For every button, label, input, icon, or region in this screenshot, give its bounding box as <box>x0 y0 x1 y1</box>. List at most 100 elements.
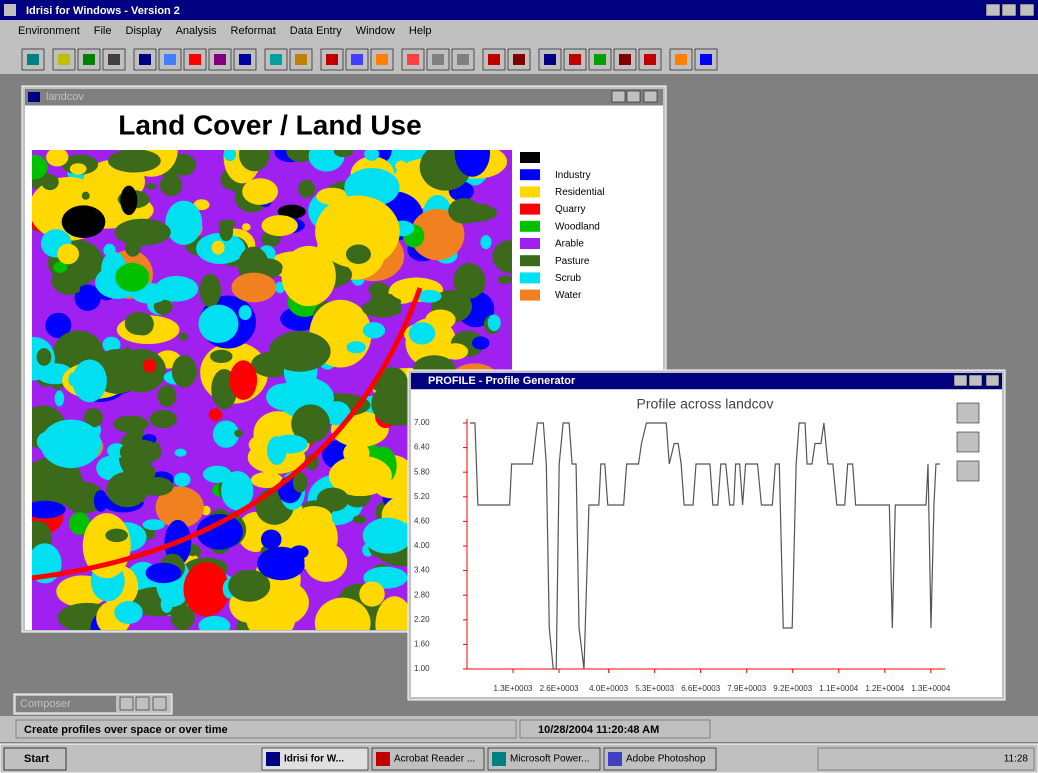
map-window-title-bar <box>25 89 663 105</box>
screen: Idrisi for Windows - Version 2 Environme… <box>0 0 1038 773</box>
map-patch <box>40 419 101 468</box>
toolbar-icon <box>544 54 556 65</box>
menu-item[interactable]: Analysis <box>176 25 217 37</box>
toolbar-icon <box>513 54 525 65</box>
menu-item[interactable]: Display <box>126 25 163 37</box>
maximize-button[interactable] <box>627 91 640 102</box>
help-button[interactable] <box>957 461 979 481</box>
task-buttons: Idrisi for W... Acrobat Reader ... Microso… <box>262 748 716 770</box>
minimize-button[interactable] <box>986 4 1000 16</box>
composer-title: Composer <box>20 698 71 710</box>
map-patch <box>295 506 332 529</box>
map-patch <box>146 183 157 189</box>
toolbar-icon <box>457 54 469 65</box>
map-patch <box>94 490 108 512</box>
x-tick-label: 2.6E+0003 <box>540 684 579 693</box>
task-icon <box>608 752 622 766</box>
maximize-button[interactable] <box>136 697 149 710</box>
task-icon <box>266 752 280 766</box>
y-tick-label: 5.80 <box>414 467 430 476</box>
y-tick-label: 2.80 <box>414 590 430 599</box>
map-patch <box>269 331 331 372</box>
app-icon <box>4 4 16 16</box>
close-button[interactable] <box>644 91 657 102</box>
menu-item[interactable]: Environment <box>18 25 80 37</box>
map-patch <box>72 360 106 403</box>
legend-swatch <box>520 186 540 197</box>
map-patch <box>212 241 225 255</box>
map-patch <box>353 515 367 524</box>
task-label: Adobe Photoshop <box>626 754 706 765</box>
menu-item[interactable]: Reformat <box>231 25 276 37</box>
map-patch <box>242 178 278 205</box>
map-patch <box>472 336 490 349</box>
minimize-button[interactable] <box>954 375 967 386</box>
chart-title: Profile across landcov <box>637 396 774 412</box>
map-patch <box>115 263 149 292</box>
map-patch <box>132 313 154 336</box>
start-label: Start <box>24 753 49 765</box>
restore-button[interactable] <box>120 697 133 710</box>
app-title: Idrisi for Windows - Version 2 <box>26 5 180 17</box>
x-tick-label: 9.2E+0003 <box>773 684 812 693</box>
toolbar-icon <box>139 54 151 65</box>
task-label: Microsoft Power... <box>510 754 589 765</box>
map-patch <box>57 244 79 265</box>
map-patch <box>363 518 412 554</box>
toolbar-icon <box>108 54 120 65</box>
legend-label: Water <box>555 290 582 301</box>
maximize-button[interactable] <box>1002 4 1016 16</box>
profile-window-title: PROFILE - Profile Generator <box>428 375 576 387</box>
close-button[interactable] <box>153 697 166 710</box>
map-patch <box>172 355 197 387</box>
x-tick-label: 5.3E+0003 <box>635 684 674 693</box>
map-patch <box>108 149 161 172</box>
menu-item[interactable]: Window <box>356 25 395 37</box>
y-tick-label: 3.40 <box>414 566 430 575</box>
map-patch <box>363 322 385 338</box>
close-button[interactable] <box>1020 4 1034 16</box>
print-button[interactable] <box>957 403 979 423</box>
map-patch <box>239 305 252 320</box>
map-patch <box>282 246 336 306</box>
system-tray <box>818 748 1034 770</box>
map-patch <box>158 385 177 407</box>
toolbar-icon <box>239 54 251 65</box>
y-tick-label: 4.60 <box>414 517 430 526</box>
map-patch <box>123 347 131 356</box>
task-label: Idrisi for W... <box>284 754 344 765</box>
status-message: Create profiles over space or over time <box>24 724 228 736</box>
map-patch <box>443 343 468 359</box>
menu-item[interactable]: Help <box>409 25 432 37</box>
menu-item[interactable]: File <box>94 25 112 37</box>
map-patch <box>219 221 233 241</box>
map-patch <box>488 315 501 331</box>
toolbar-icon <box>189 54 201 65</box>
task-label: Acrobat Reader ... <box>394 754 475 765</box>
maximize-button[interactable] <box>969 375 982 386</box>
map-patch <box>105 529 128 543</box>
legend-label: Quarry <box>555 204 586 215</box>
toolbar-icon <box>432 54 444 65</box>
x-tick-label: 1.1E+0004 <box>819 684 858 693</box>
status-datetime: 10/28/2004 11:20:48 AM <box>538 724 659 736</box>
x-tick-label: 4.0E+0003 <box>589 684 628 693</box>
y-tick-label: 5.20 <box>414 492 430 501</box>
toolbar-icon <box>569 54 581 65</box>
map-patch <box>198 305 238 343</box>
map-patch <box>142 519 164 530</box>
toolbar-icon <box>58 54 70 65</box>
map-patch <box>146 563 182 583</box>
map-patch <box>55 390 65 406</box>
map-patch <box>395 161 407 172</box>
y-tick-label: 2.20 <box>414 615 430 624</box>
copy-button[interactable] <box>957 432 979 452</box>
map-patch <box>37 348 52 366</box>
menu-item[interactable]: Data Entry <box>290 25 342 37</box>
map-patch <box>113 416 148 433</box>
minimize-button[interactable] <box>612 91 625 102</box>
map-patch <box>480 235 491 249</box>
toolbar-icon <box>270 54 282 65</box>
close-button[interactable] <box>986 375 999 386</box>
x-tick-label: 1.2E+0004 <box>865 684 904 693</box>
